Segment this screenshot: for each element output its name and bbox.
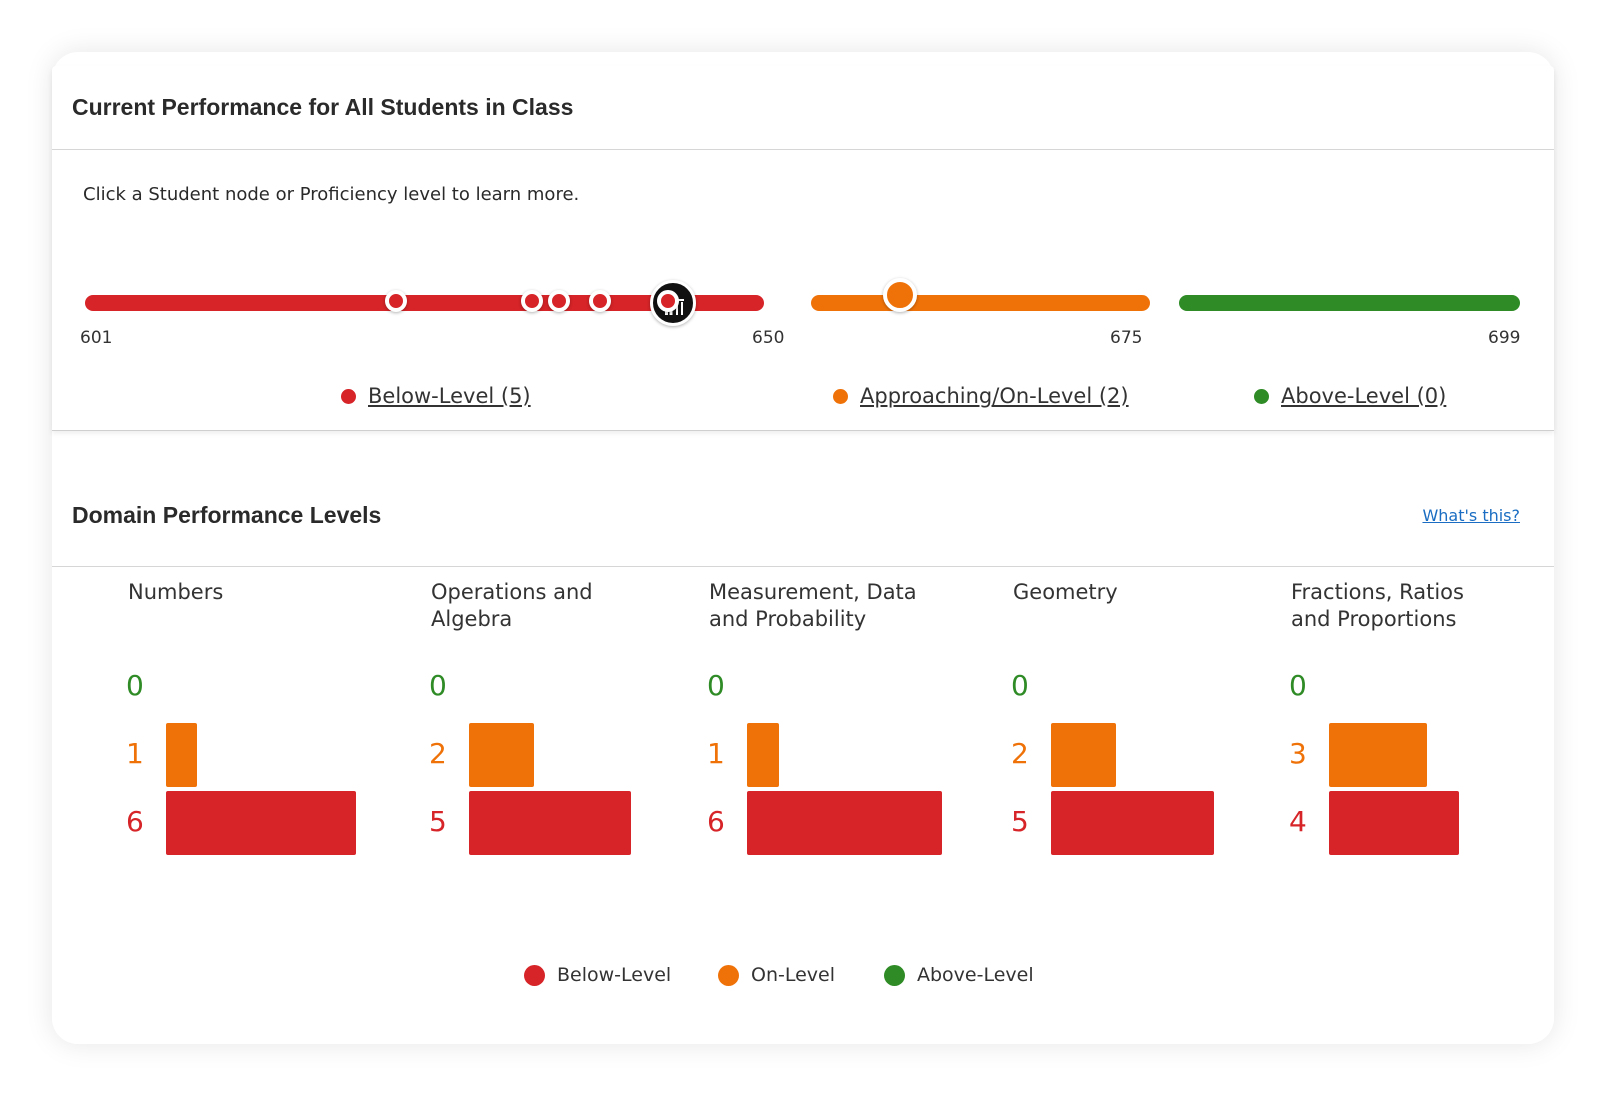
below-level-bar[interactable] (747, 791, 942, 855)
legend-label: Below-Level (557, 964, 672, 986)
below-count: 6 (126, 805, 144, 838)
below-level-bar[interactable] (1329, 791, 1459, 855)
orange-dot-icon (833, 388, 848, 404)
on-count: 1 (126, 737, 144, 770)
student-node-selected[interactable] (883, 278, 917, 312)
below-count: 4 (1289, 805, 1307, 838)
domain-title: Measurement, Data and Probability (709, 580, 917, 631)
above-level-track[interactable] (1179, 295, 1520, 311)
on-level-bar[interactable] (166, 723, 197, 787)
below-count: 5 (1011, 805, 1029, 838)
panel-title: Current Performance for All Students in … (72, 94, 574, 120)
student-node[interactable] (548, 290, 570, 312)
red-dot-icon (341, 388, 356, 404)
current-performance-panel: Current Performance for All Students in … (52, 66, 1554, 430)
student-node[interactable] (589, 290, 611, 312)
domain-title: Fractions, Ratios and Proportions (1291, 580, 1464, 631)
student-node[interactable] (657, 290, 679, 312)
domain-performance-panel: Domain Performance Levels What's this? N… (52, 464, 1554, 1044)
orange-dot-icon (718, 964, 739, 986)
below-level-label: Below-Level (5) (368, 384, 531, 408)
domain-geometry: Geometry 0 2 5 (1011, 579, 1243, 855)
whats-this-link[interactable]: What's this? (1422, 506, 1520, 525)
domain-title: Geometry (1013, 580, 1118, 604)
domain-numbers: Numbers 0 1 6 (126, 579, 358, 855)
on-count: 1 (707, 737, 725, 770)
below-level-bar[interactable] (166, 791, 356, 855)
on-level-bar[interactable] (1329, 723, 1427, 787)
domain-measurement-data-probability: Measurement, Data and Probability 0 1 6 (707, 579, 942, 855)
below-count: 6 (707, 805, 725, 838)
legend-below: Below-Level (524, 964, 671, 986)
green-dot-icon (884, 964, 905, 986)
on-count: 3 (1289, 737, 1307, 770)
domain-operations-algebra: Operations and Algebra 0 2 5 (429, 579, 631, 855)
on-level-link[interactable]: Approaching/On-Level (2) (833, 384, 1129, 408)
domain-fractions-ratios-proportions: Fractions, Ratios and Proportions 0 3 4 (1289, 579, 1491, 855)
below-level-bar[interactable] (1051, 791, 1214, 855)
legend-label: Above-Level (917, 964, 1034, 986)
green-dot-icon (1254, 388, 1269, 404)
red-dot-icon (524, 964, 545, 986)
panel-header: Current Performance for All Students in … (52, 66, 1554, 150)
panel-header: Domain Performance Levels What's this? (52, 464, 1554, 567)
below-level-bar[interactable] (469, 791, 631, 855)
above-count: 0 (1011, 669, 1029, 702)
on-level-bar[interactable] (747, 723, 779, 787)
on-count: 2 (1011, 737, 1029, 770)
legend-above: Above-Level (884, 964, 1034, 986)
legend-label: On-Level (751, 964, 836, 986)
domain-title: Numbers (128, 580, 224, 604)
on-level-bar[interactable] (1051, 723, 1116, 787)
scale-675-label: 675 (1110, 328, 1143, 348)
on-level-bar[interactable] (469, 723, 534, 787)
above-level-label: Above-Level (0) (1281, 384, 1447, 408)
panel-title: Domain Performance Levels (72, 502, 382, 528)
domain-title: Operations and Algebra (431, 580, 593, 631)
scale-min-label: 601 (80, 328, 113, 348)
scale-650-label: 650 (752, 328, 785, 348)
above-level-link[interactable]: Above-Level (0) (1254, 384, 1446, 408)
student-node[interactable] (385, 290, 407, 312)
on-count: 2 (429, 737, 447, 770)
above-count: 0 (126, 669, 144, 702)
above-count: 0 (429, 669, 447, 702)
instructions-text: Click a Student node or Proficiency leve… (83, 184, 580, 205)
on-level-track[interactable] (811, 295, 1150, 311)
legend-on: On-Level (718, 964, 835, 986)
on-level-label: Approaching/On-Level (2) (860, 384, 1129, 408)
above-count: 0 (1289, 669, 1307, 702)
student-node[interactable] (521, 290, 543, 312)
scale-max-label: 699 (1488, 328, 1521, 348)
below-level-link[interactable]: Below-Level (5) (341, 384, 531, 408)
above-count: 0 (707, 669, 725, 702)
below-count: 5 (429, 805, 447, 838)
